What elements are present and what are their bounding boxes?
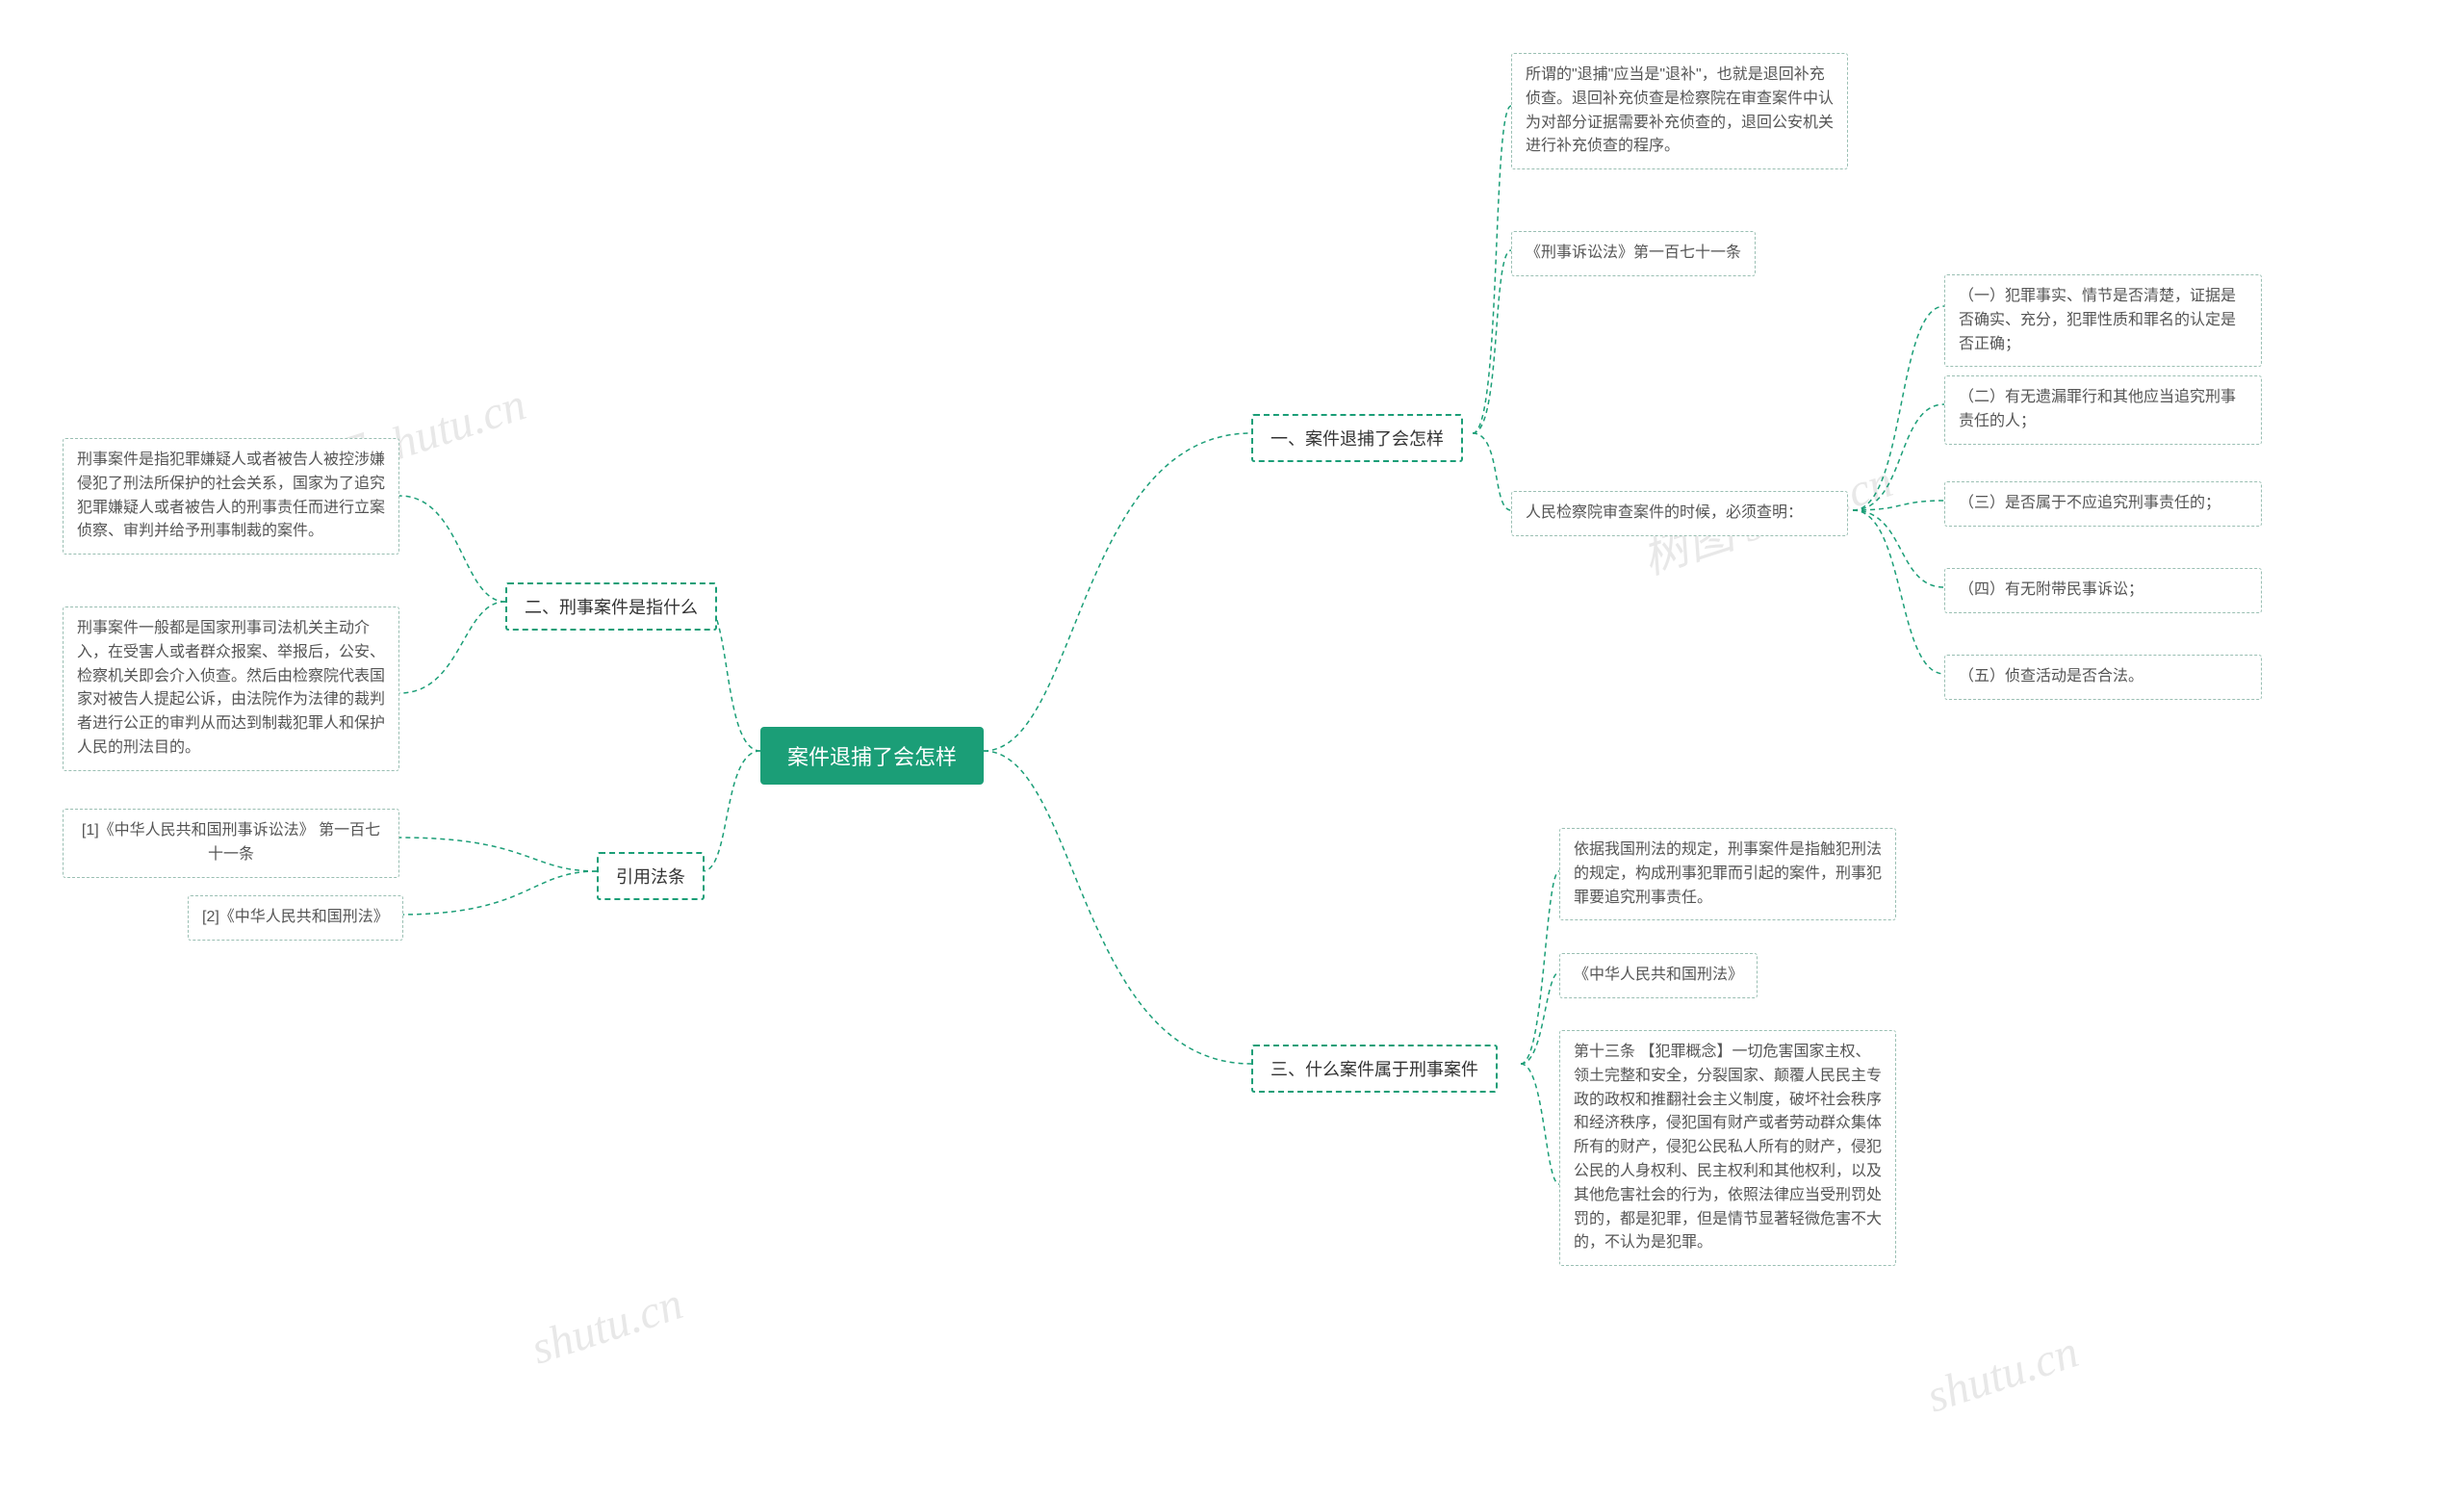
leaf-text: 《中华人民共和国刑法》 [1574,967,1743,983]
leaf-1-3-4: （四）有无附带民事诉讼； [1944,568,2262,613]
branch-label: 二、刑事案件是指什么 [525,598,698,617]
leaf-1-3-5: （五）侦查活动是否合法。 [1944,655,2262,700]
leaf-text: （一）犯罪事实、情节是否清楚，证据是否确实、充分，犯罪性质和罪名的认定是否正确； [1959,288,2236,352]
branch-section-3: 三、什么案件属于刑事案件 [1251,1045,1498,1093]
branch-label: 引用法条 [616,867,685,887]
leaf-1-3: 人民检察院审查案件的时候，必须查明： [1511,491,1848,536]
branch-label: 一、案件退捕了会怎样 [1270,429,1444,449]
leaf-3-3: 第十三条 【犯罪概念】一切危害国家主权、领土完整和安全，分裂国家、颠覆人民民主专… [1559,1030,1896,1266]
branch-section-refs: 引用法条 [597,852,705,900]
leaf-text: （二）有无遗漏罪行和其他应当追究刑事责任的人； [1959,389,2236,429]
watermark: shutu.cn [525,1277,688,1375]
leaf-ref-1: [1]《中华人民共和国刑事诉讼法》 第一百七十一条 [63,809,399,878]
leaf-text: 人民检察院审查案件的时候，必须查明： [1526,504,1803,521]
leaf-text: 所谓的"退捕"应当是"退补"，也就是退回补充侦查。退回补充侦查是检察院在审查案件… [1526,66,1834,154]
leaf-text: [2]《中华人民共和国刑法》 [202,909,389,925]
root-title: 案件退捕了会怎样 [787,745,957,769]
leaf-text: （五）侦查活动是否合法。 [1959,668,2143,684]
leaf-1-2: 《刑事诉讼法》第一百七十一条 [1511,231,1756,276]
leaf-ref-2: [2]《中华人民共和国刑法》 [188,895,403,941]
leaf-1-3-1: （一）犯罪事实、情节是否清楚，证据是否确实、充分，犯罪性质和罪名的认定是否正确； [1944,274,2262,367]
leaf-1-3-3: （三）是否属于不应追究刑事责任的； [1944,481,2262,527]
leaf-1-3-2: （二）有无遗漏罪行和其他应当追究刑事责任的人； [1944,375,2262,445]
leaf-2-2: 刑事案件一般都是国家刑事司法机关主动介入，在受害人或者群众报案、举报后，公安、检… [63,607,399,771]
branch-label: 三、什么案件属于刑事案件 [1270,1060,1478,1079]
leaf-3-1: 依据我国刑法的规定，刑事案件是指触犯刑法的规定，构成刑事犯罪而引起的案件，刑事犯… [1559,828,1896,920]
leaf-text: 第十三条 【犯罪概念】一切危害国家主权、领土完整和安全，分裂国家、颠覆人民民主专… [1574,1044,1882,1251]
leaf-text: 《刑事诉讼法》第一百七十一条 [1526,245,1741,261]
root-node: 案件退捕了会怎样 [760,727,984,785]
leaf-text: 刑事案件一般都是国家刑事司法机关主动介入，在受害人或者群众报案、举报后，公安、检… [77,620,385,756]
branch-section-1: 一、案件退捕了会怎样 [1251,414,1463,462]
leaf-text: （三）是否属于不应追究刑事责任的； [1959,495,2220,511]
leaf-text: （四）有无附带民事诉讼； [1959,581,2143,598]
leaf-2-1: 刑事案件是指犯罪嫌疑人或者被告人被控涉嫌侵犯了刑法所保护的社会关系，国家为了追究… [63,438,399,555]
leaf-text: 依据我国刑法的规定，刑事案件是指触犯刑法的规定，构成刑事犯罪而引起的案件，刑事犯… [1574,841,1882,906]
leaf-text: 刑事案件是指犯罪嫌疑人或者被告人被控涉嫌侵犯了刑法所保护的社会关系，国家为了追究… [77,452,385,539]
branch-section-2: 二、刑事案件是指什么 [505,582,717,631]
leaf-1-1: 所谓的"退捕"应当是"退补"，也就是退回补充侦查。退回补充侦查是检察院在审查案件… [1511,53,1848,169]
leaf-text: [1]《中华人民共和国刑事诉讼法》 第一百七十一条 [82,822,380,863]
watermark: shutu.cn [1920,1325,2084,1423]
leaf-3-2: 《中华人民共和国刑法》 [1559,953,1758,998]
